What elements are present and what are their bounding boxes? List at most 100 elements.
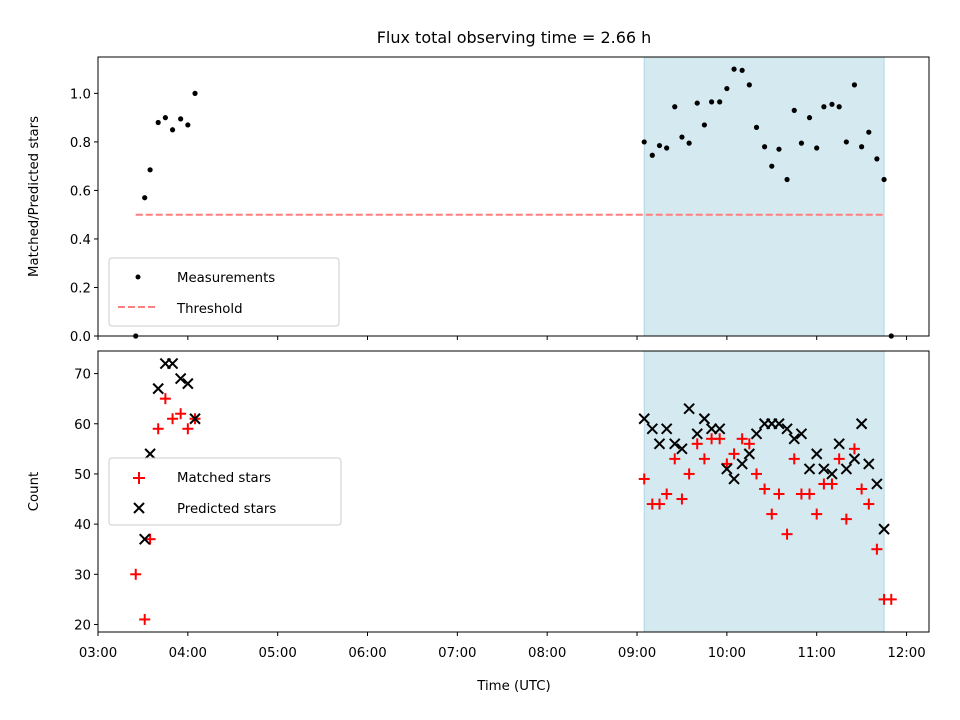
x-stroke — [638, 413, 650, 425]
predicted-star-point — [721, 463, 733, 475]
matched-star-point — [144, 533, 156, 545]
matched-star-point — [811, 508, 823, 520]
measurement-point — [169, 127, 176, 133]
observing-span — [643, 56, 885, 337]
x-stroke — [795, 428, 808, 440]
y-tick-label: 0.8 — [70, 136, 91, 151]
x-stroke — [803, 463, 816, 475]
measurement-point — [185, 122, 191, 128]
measurement-point — [694, 100, 700, 106]
matched-star-point — [698, 453, 710, 465]
predicted-star-point — [810, 448, 823, 460]
x-stroke — [144, 448, 156, 460]
matched-star-point — [863, 498, 875, 510]
matched-star-point — [691, 438, 703, 450]
x-stroke — [773, 418, 785, 430]
measurement-point — [672, 104, 678, 110]
measurement-point — [784, 176, 790, 183]
measurement-point — [147, 167, 153, 173]
y-tick-label: 0.2 — [70, 281, 91, 296]
matched-star-point — [871, 543, 883, 555]
x-stroke — [721, 463, 733, 475]
counts-legend-box — [108, 457, 342, 526]
measurement-point — [866, 129, 872, 135]
predicted-star-point — [139, 533, 151, 545]
measurement-point — [731, 66, 737, 72]
counts-x-ticks: 03:00 04:00 05:00 06:00 07:00 08:00 09:00 10:00… — [79, 632, 926, 661]
x-tick-label: 09:00 — [618, 646, 656, 661]
measurement-point — [769, 163, 775, 169]
measurement-point — [806, 115, 813, 121]
y-tick-label: 30 — [74, 568, 91, 583]
matched-star-point — [714, 433, 726, 445]
x-tick-label: 06:00 — [348, 646, 386, 661]
ratio-marks — [133, 66, 894, 339]
predicted-star-point — [189, 413, 201, 425]
measurement-point — [664, 145, 670, 151]
matched-star-point — [885, 593, 897, 605]
measurement-point — [829, 101, 835, 107]
counts-panel: 20 30 40 50 60 70 03:00 04:00 05:00 06:00 07:00 08… — [27, 350, 930, 694]
predicted-star-point — [781, 423, 793, 435]
x-stroke — [878, 523, 890, 535]
measurement-point — [155, 119, 161, 126]
ratio-legend: Measurements Threshold — [108, 257, 340, 327]
predicted-star-point — [788, 433, 800, 445]
measurement-point — [708, 99, 715, 105]
x-stroke — [660, 423, 673, 435]
measurement-point — [881, 176, 887, 183]
matched-star-point — [676, 493, 688, 505]
x-stroke — [863, 458, 875, 470]
matched-star-point — [159, 393, 171, 405]
measurement-point — [814, 145, 820, 151]
y-tick-label: 1.0 — [70, 87, 91, 102]
predicted-star-point — [683, 402, 695, 415]
predicted-star-point — [660, 423, 673, 435]
x-stroke — [653, 438, 666, 450]
x-stroke — [840, 463, 853, 475]
x-stroke — [189, 413, 201, 425]
matched-star-point — [130, 568, 142, 580]
matched-star-point — [661, 488, 673, 500]
x-tick-label: 07:00 — [438, 646, 476, 661]
ratio-x-ticks — [97, 336, 908, 340]
x-stroke — [818, 463, 830, 475]
y-tick-label: 0.6 — [70, 184, 91, 199]
predicted-star-point — [871, 478, 883, 490]
predicted-star-point — [705, 423, 718, 435]
predicted-star-point — [638, 413, 650, 425]
counts-y-ticks: 20 30 40 50 60 70 — [74, 368, 98, 633]
x-stroke — [743, 448, 756, 460]
predicted-star-point — [676, 443, 688, 455]
matched-star-point — [826, 478, 838, 490]
matched-star-point — [683, 468, 695, 480]
predicted-star-point — [848, 453, 861, 465]
chart-title: Flux total observing time = 2.66 h — [377, 28, 652, 47]
predicted-star-point — [713, 423, 726, 435]
matched-star-point — [653, 498, 665, 510]
matched-star-point — [728, 448, 740, 460]
measurement-point — [739, 67, 745, 73]
legend-measurement-marker — [135, 274, 141, 280]
x-tick-label: 10:00 — [708, 646, 746, 661]
y-tick-label: 0.0 — [70, 330, 91, 345]
predicted-star-point — [174, 372, 187, 385]
measurement-point — [701, 122, 708, 128]
legend-predicted-label: Predicted stars — [177, 502, 276, 517]
matched-star-point — [669, 453, 681, 465]
x-stroke — [810, 448, 823, 460]
x-stroke — [713, 423, 726, 435]
matched-star-point — [848, 443, 860, 455]
measurement-point — [791, 107, 797, 113]
predicted-star-point — [653, 438, 666, 450]
matched-star-point — [833, 453, 845, 465]
measurement-point — [753, 124, 760, 130]
matched-star-point — [781, 528, 793, 540]
x-stroke — [750, 428, 763, 440]
y-tick-label: 0.4 — [70, 233, 91, 248]
legend-measurements-label: Measurements — [177, 271, 275, 286]
legend-predicted-marker — [133, 502, 145, 514]
ratio-y-ticks: 0.0 0.2 0.4 0.6 0.8 1.0 — [70, 87, 98, 345]
measurement-point — [874, 156, 880, 162]
